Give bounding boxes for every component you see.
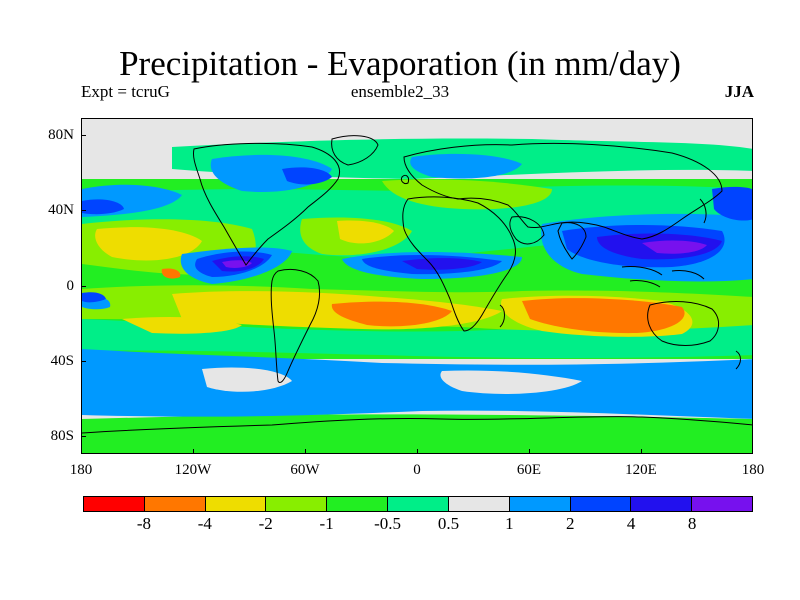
colorbar-swatch: [144, 497, 206, 511]
outline-africa: [402, 196, 516, 332]
lat-label-40s: 40S: [50, 353, 74, 369]
colorbar-swatch: [448, 497, 510, 511]
outline-japan: [699, 198, 707, 224]
y-tick-80s: [81, 436, 86, 437]
y-tick-0: [81, 286, 86, 287]
field-grey-south-patch-2: [202, 367, 292, 392]
outline-arabia: [509, 216, 545, 245]
colorbar-label: -0.5: [374, 514, 401, 533]
field-orange-satl: [331, 301, 452, 327]
colorbar-swatch: [205, 497, 267, 511]
season-label: JJA: [724, 82, 754, 101]
lon-label-180-left: 180: [69, 462, 93, 478]
field-blue-north-pacific: [82, 199, 124, 215]
colorbar-label: 2: [566, 514, 575, 533]
field-orange-npac-spot: [161, 268, 181, 279]
lon-label-120e: 120E: [625, 462, 657, 478]
lat-label-0: 0: [66, 278, 75, 294]
lon-label-60e: 60E: [516, 462, 542, 478]
outline-north-america: [193, 142, 340, 266]
colorbar-swatch: [84, 497, 145, 511]
colorbar-label: -4: [197, 514, 212, 533]
colorbar-label: 1: [505, 514, 514, 533]
colorbar-swatch: [692, 497, 752, 511]
lon-label-180-right: 180: [741, 462, 765, 478]
x-tick-60w: [305, 449, 306, 454]
experiment-label: Expt = tcruG: [81, 82, 170, 101]
colorbar-swatch: [509, 497, 571, 511]
field-orange-indian: [522, 298, 685, 334]
colorbar-swatch: [266, 497, 328, 511]
colorbar-swatch: [327, 497, 389, 511]
field-lightblue-europe: [410, 153, 522, 179]
y-tick-40s: [81, 361, 86, 362]
lat-label-40n: 40N: [48, 202, 74, 218]
colorbar-label: -8: [136, 514, 151, 533]
field-green-south-band: [82, 414, 752, 453]
lon-label-0: 0: [413, 462, 421, 478]
outline-south-america: [270, 268, 321, 384]
field-deepblue-atlantic: [402, 258, 482, 270]
map-title: Precipitation - Evaporation (in mm/day): [119, 44, 681, 83]
outline-australia: [647, 301, 719, 346]
lon-label-60w: 60W: [290, 462, 320, 478]
colorbar: [83, 496, 753, 512]
ensemble-label: ensemble2_33: [350, 82, 450, 101]
colorbar-swatch: [570, 497, 632, 511]
field-yellow-natl: [337, 220, 394, 244]
colorbar-label: 0.5: [437, 514, 460, 533]
y-tick-40n: [81, 210, 86, 211]
colorbar-label: -2: [258, 514, 273, 533]
colorbar-label: 8: [687, 514, 697, 533]
x-tick-60e: [529, 449, 530, 454]
colorbar-swatch: [631, 497, 693, 511]
outline-uk: [401, 174, 409, 184]
x-tick-0: [417, 449, 418, 454]
lon-label-120w: 120W: [174, 462, 212, 478]
x-tick-120w: [193, 449, 194, 454]
outline-greenland: [331, 135, 379, 166]
field-yellow-npac: [95, 227, 202, 261]
field-yellow-spac-east: [122, 317, 242, 334]
field-blue-west-pac-spot: [82, 292, 106, 303]
outline-indonesia: [621, 266, 705, 288]
outline-new-zealand: [735, 350, 741, 370]
outline-india: [557, 222, 587, 260]
colorbar-label: -1: [319, 514, 334, 533]
y-tick-80n: [81, 135, 86, 136]
field-lightblue-south-ocean: [82, 349, 752, 419]
lat-label-80s: 80S: [50, 428, 74, 444]
colorbar-swatch: [388, 497, 449, 511]
field-purple-asia: [642, 240, 707, 254]
colorbar-label: 4: [626, 514, 636, 533]
lat-label-80n: 80N: [48, 127, 74, 143]
field-blue-nw-pacific: [712, 186, 752, 221]
x-tick-120e: [641, 449, 642, 454]
outline-madagascar: [499, 304, 505, 328]
field-blue-north-america: [282, 167, 332, 185]
field-grey-south-patch: [440, 370, 582, 394]
precipitation-map: [81, 118, 753, 454]
outline-antarctica: [82, 416, 752, 434]
map-svg: [82, 119, 752, 453]
